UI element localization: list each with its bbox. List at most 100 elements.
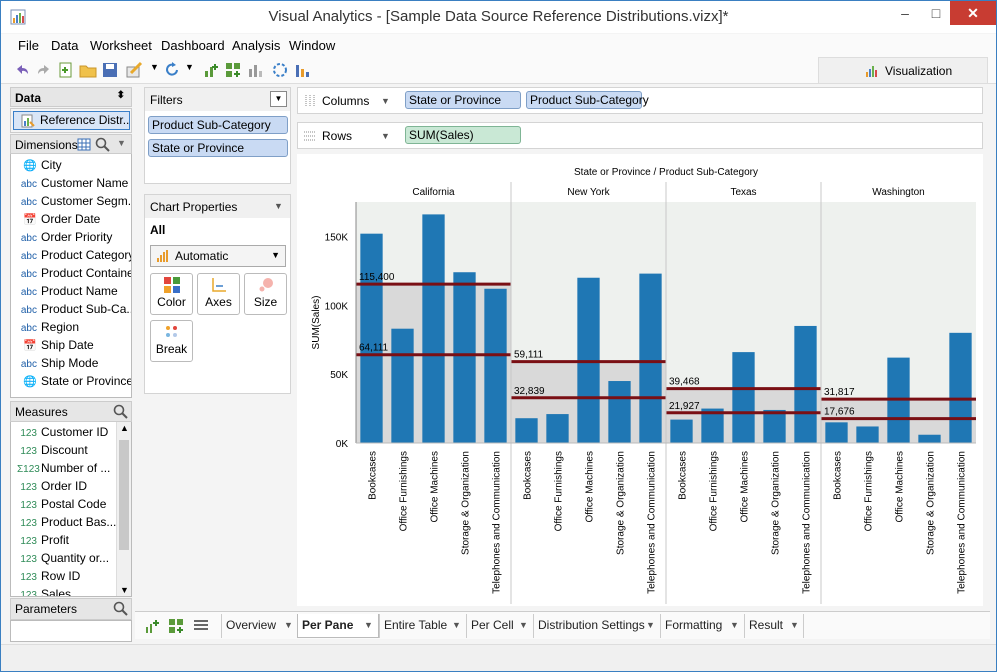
dimension-field[interactable]: 🌐 City [11,156,131,174]
measure-field[interactable]: Σ123Number of ... [11,459,131,477]
chevron-down-icon[interactable]: ▼ [381,131,390,141]
chevron-down-icon[interactable]: ▼ [381,96,390,106]
dimension-field[interactable]: 📅 Ship Date [11,336,131,354]
add-dashboard-icon[interactable] [224,61,242,79]
y-tick-label: 100K [325,301,349,312]
measure-field[interactable]: 123 Order ID [11,477,131,495]
menu-window[interactable]: Window [289,38,336,53]
measure-field-label: Row ID [41,569,81,583]
dimension-field[interactable]: abc Customer Segm... [11,192,131,210]
tab-formatting[interactable]: Formatting ▼ [660,614,744,638]
clear-sheet-icon[interactable] [125,61,145,79]
measure-field[interactable]: 123 Product Bas... [11,513,131,531]
save-icon[interactable] [101,61,119,79]
search-icon[interactable] [95,137,111,153]
chevron-down-icon[interactable]: ▼ [646,620,655,630]
tab-visualization[interactable]: Visualization [818,57,988,83]
datasource-item[interactable]: Reference Distr... [13,111,130,130]
measure-field[interactable]: 123 Quantity or... [11,549,131,567]
size-button[interactable]: Size [244,273,287,315]
tab-distribution-settings-label: Distribution Settings [538,618,645,632]
swap-axes-icon[interactable] [246,61,264,79]
chevron-down-icon[interactable]: ▼ [364,620,373,630]
all-marks-label[interactable]: All [150,223,166,237]
undo-icon[interactable] [13,61,31,79]
measure-field[interactable]: 123 Postal Code [11,495,131,513]
dimension-field[interactable]: abc Product Container [11,264,131,282]
filters-menu-button[interactable]: ▼ [270,91,287,107]
columns-pill-product-sub-category[interactable]: Product Sub-Category [526,91,649,109]
measure-field[interactable]: 123 Customer ID [11,423,131,441]
scrollbar-thumb[interactable] [119,440,129,550]
sort-arrows-icon[interactable]: ⬍ [116,90,125,101]
measure-field-label: Discount [41,443,88,457]
add-chart-icon[interactable] [202,61,220,79]
tab-per-cell[interactable]: Per Cell ▼ [466,614,533,638]
tab-entire-table[interactable]: Entire Table ▼ [379,614,466,638]
new-worksheet-icon[interactable] [144,618,160,634]
menu-file[interactable]: File [18,38,39,53]
dimension-field-label: Order Priority [41,230,113,244]
tab-result[interactable]: Result ▼ [744,614,804,638]
menu-analysis[interactable]: Analysis [232,38,281,53]
chevron-down-icon[interactable]: ▼ [452,620,461,630]
dimension-field[interactable]: abc Region [11,318,131,336]
mark-type-select[interactable]: Automatic ▼ [150,245,286,267]
columns-pill-state-or-province[interactable]: State or Province [405,91,521,109]
columns-label: Columns [322,94,370,108]
rows-pill-sum-sales[interactable]: SUM(Sales) [405,126,521,144]
dimension-field[interactable]: abc Product Name [11,282,131,300]
refresh-icon[interactable] [163,61,181,79]
chevron-down-icon[interactable]: ▼ [185,62,194,72]
sort-icon[interactable] [293,61,311,79]
measure-field[interactable]: 123 Sales [11,585,131,597]
measure-field[interactable]: 123 Row ID [11,567,131,585]
maximize-button[interactable]: □ [931,5,941,21]
dimension-field[interactable]: 📅 Order Date [11,210,131,228]
visualization-icon [866,66,877,77]
chevron-down-icon[interactable]: ▼ [790,620,799,630]
bar [515,418,538,443]
dimension-field[interactable]: abc Product Sub-Ca... [11,300,131,318]
dimension-field[interactable]: abc Ship Mode [11,354,131,372]
break-button[interactable]: Break [150,320,193,362]
tab-per-pane[interactable]: Per Pane ▼ [297,614,379,638]
menu-dashboard[interactable]: Dashboard [161,38,225,53]
new-file-icon[interactable] [58,61,74,79]
dimension-field[interactable]: abc Product Category [11,246,131,264]
chevron-down-icon[interactable]: ▼ [150,62,159,72]
menu-data[interactable]: Data [51,38,79,53]
close-button[interactable]: ✕ [950,1,996,25]
open-folder-icon[interactable] [79,61,97,79]
scroll-up-icon[interactable]: ▲ [120,423,129,433]
chevron-down-icon[interactable]: ▼ [284,620,293,630]
chevron-down-icon[interactable]: ▼ [117,138,126,148]
measure-field-label: Sales [41,587,72,597]
filter-pill-product-sub-category[interactable]: Product Sub-Category [148,116,288,134]
columns-icon [305,95,315,107]
measure-field[interactable]: 123 Discount [11,441,131,459]
scroll-down-icon[interactable]: ▼ [120,585,129,595]
axes-button[interactable]: Axes [197,273,240,315]
tab-overview[interactable]: Overview ▼ [221,614,297,638]
minimize-button[interactable]: – [901,5,909,21]
color-button[interactable]: Color [150,273,193,315]
dimension-field[interactable]: abc Order Priority [11,228,131,246]
format-icon[interactable] [271,61,289,79]
new-dashboard-icon[interactable] [168,618,184,634]
search-icon[interactable] [113,404,129,420]
search-icon[interactable] [113,601,129,617]
chevron-down-icon[interactable]: ▼ [730,620,739,630]
sheet-list-icon[interactable] [193,619,209,633]
filter-pill-state-or-province[interactable]: State or Province [148,139,288,157]
tab-distribution-settings[interactable]: Distribution Settings ▼ [533,614,660,638]
chevron-down-icon[interactable]: ▼ [274,201,283,211]
redo-icon[interactable] [35,61,53,79]
menu-worksheet[interactable]: Worksheet [90,38,152,53]
dimension-field[interactable]: abc Customer Name [11,174,131,192]
chevron-down-icon[interactable]: ▼ [519,620,528,630]
measure-field[interactable]: 123 Profit [11,531,131,549]
table-view-icon[interactable] [77,138,91,151]
measures-scrollbar[interactable]: ▲ ▼ [116,422,131,596]
dimension-field[interactable]: 🌐 State or Province [11,372,131,390]
